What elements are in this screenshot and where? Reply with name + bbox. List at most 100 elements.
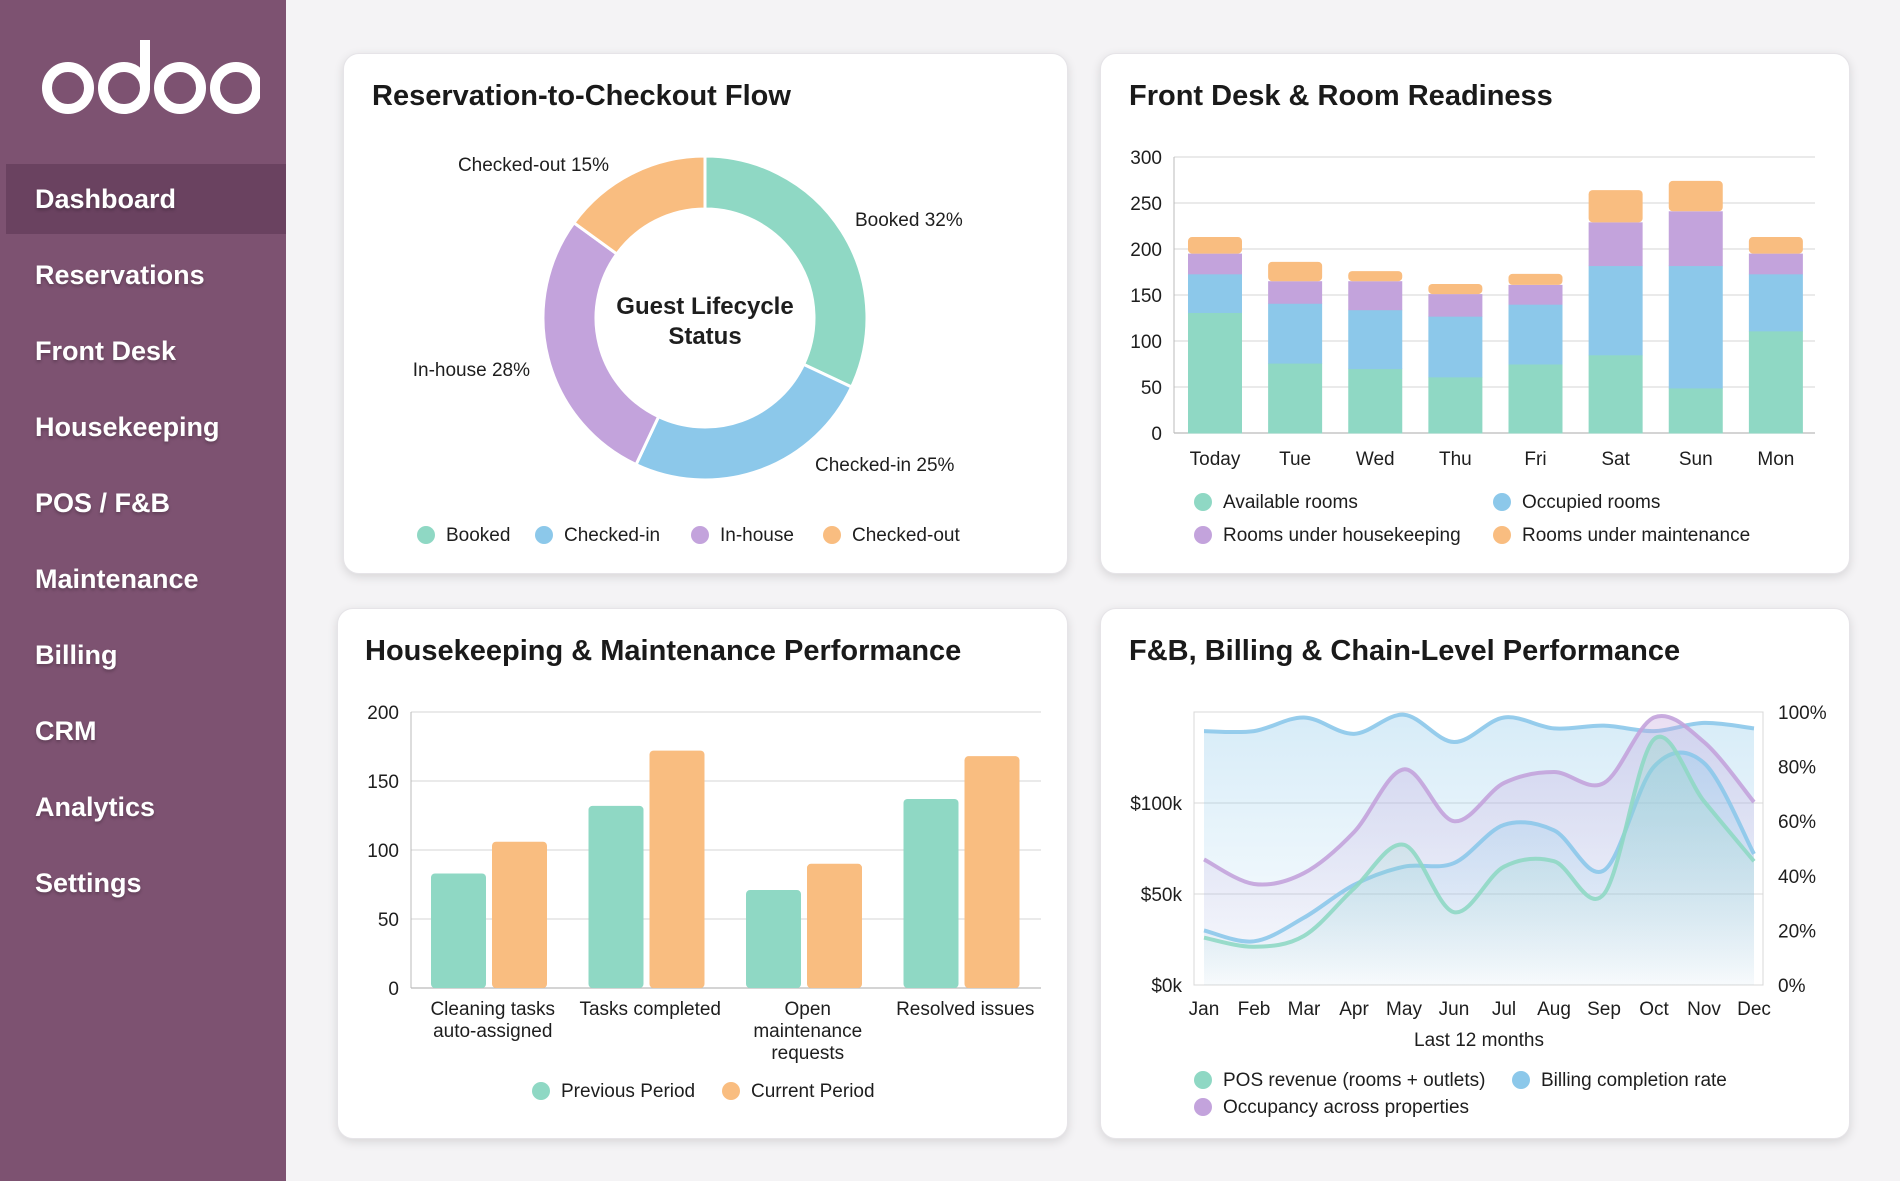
y-tick-label: 50 — [378, 910, 399, 931]
bar-segment-rooms-under-housekeeping — [1428, 294, 1483, 317]
donut-center-label: Guest Lifecycle Status — [616, 293, 793, 350]
y-tick-label: 100 — [367, 841, 399, 862]
bar-segment-rooms-under-maintenance — [1588, 190, 1643, 223]
x-tick-label: Sep — [1587, 999, 1621, 1020]
legend-marker — [532, 1082, 550, 1100]
bar-segment-rooms-under-housekeeping — [1748, 253, 1803, 275]
legend-marker — [1493, 493, 1511, 511]
x-axis-label: Last 12 months — [1414, 1030, 1544, 1051]
slice-label: Checked-out 15% — [458, 155, 609, 176]
bar-previous-period — [588, 805, 644, 988]
bar-current-period — [964, 756, 1020, 988]
bar-segment-available-rooms — [1428, 376, 1483, 434]
x-tick-label: Aug — [1537, 999, 1571, 1020]
sidebar-item-pos-f-b[interactable]: POS / F&B — [35, 487, 171, 518]
housekeeping-card: Housekeeping & Maintenance Performance 0… — [337, 608, 1068, 1139]
bar-previous-period — [746, 890, 801, 988]
legend-label: Occupied rooms — [1522, 492, 1660, 513]
bar-segment-available-rooms — [1588, 354, 1643, 434]
y-right-tick-label: 60% — [1778, 812, 1816, 833]
sidebar-item-dashboard[interactable]: Dashboard — [6, 164, 286, 234]
bar-segment-occupied-rooms — [1268, 303, 1323, 364]
y-tick-label: 150 — [1130, 286, 1162, 307]
x-tick-label: May — [1386, 999, 1422, 1020]
legend-label: Available rooms — [1223, 492, 1358, 513]
donut-slice-booked — [703, 154, 869, 389]
bar-segment-rooms-under-maintenance — [1268, 261, 1323, 282]
legend-marker — [1194, 1098, 1212, 1116]
y-right-tick-label: 40% — [1778, 867, 1816, 888]
legend-label: Booked — [446, 525, 510, 546]
y-tick-label: 300 — [1130, 148, 1162, 169]
bar-segment-available-rooms — [1188, 312, 1242, 434]
bar-segment-occupied-rooms — [1348, 309, 1403, 370]
bar-current-period — [649, 750, 705, 988]
legend-marker — [691, 526, 709, 544]
bar-segment-occupied-rooms — [1588, 265, 1643, 356]
x-tick-label: Jan — [1189, 999, 1220, 1020]
sidebar-item-front-desk[interactable]: Front Desk — [35, 335, 177, 366]
bar-segment-occupied-rooms — [1428, 316, 1483, 378]
donut-slice-in-house — [541, 220, 661, 467]
series-line-occupancy — [1203, 713, 1756, 887]
bar-segment-rooms-under-housekeeping — [1668, 211, 1723, 267]
bar-previous-period — [903, 798, 959, 988]
bar-segment-occupied-rooms — [1748, 273, 1803, 332]
legend-label: Checked-out — [852, 525, 960, 546]
sidebar-item-analytics[interactable]: Analytics — [35, 791, 156, 822]
y-tick-label: 50 — [1141, 378, 1162, 399]
sidebar-item-maintenance[interactable]: Maintenance — [35, 563, 199, 594]
x-tick-label: Feb — [1238, 999, 1271, 1020]
bar-segment-available-rooms — [1748, 330, 1803, 434]
x-tick-label: Wed — [1356, 449, 1395, 470]
bar-current-period — [492, 841, 547, 988]
x-tick-label: Apr — [1339, 999, 1369, 1020]
bar-previous-period — [431, 873, 486, 988]
sidebar-item-billing[interactable]: Billing — [35, 639, 118, 670]
x-tick-label: Open maintenance requests — [753, 999, 862, 1064]
legend-marker — [1493, 526, 1511, 544]
legend-marker — [1194, 526, 1212, 544]
series-area — [1204, 736, 1754, 985]
bar-segment-available-rooms — [1268, 363, 1323, 434]
legend-marker — [535, 526, 553, 544]
card-title: Housekeeping & Maintenance Performance — [365, 635, 962, 667]
card-title: F&B, Billing & Chain-Level Performance — [1129, 635, 1681, 667]
x-tick-label: Jun — [1439, 999, 1470, 1020]
legend-label: Rooms under maintenance — [1522, 525, 1750, 546]
legend-marker — [722, 1082, 740, 1100]
x-tick-label: Cleaning tasks auto-assigned — [430, 999, 555, 1042]
bar-segment-rooms-under-housekeeping — [1188, 253, 1242, 275]
sidebar-item-settings[interactable]: Settings — [35, 867, 142, 898]
odoo-logo[interactable] — [30, 30, 260, 120]
reservation-flow-card: Reservation-to-Checkout Flow Booked 32% C… — [343, 53, 1068, 574]
lifecycle-donut-chart: Booked 32% Checked-in 25% In-house 28% Chec… — [413, 154, 963, 546]
sidebar-item-reservations[interactable]: Reservations — [35, 259, 205, 290]
sidebar-item-housekeeping[interactable]: Housekeeping — [35, 411, 220, 442]
legend-label: Rooms under housekeeping — [1223, 525, 1461, 546]
x-tick-label: Nov — [1687, 999, 1721, 1020]
legend-label: Occupancy across properties — [1223, 1097, 1469, 1118]
y-tick-label: 0 — [1151, 424, 1162, 445]
bar-segment-rooms-under-housekeeping — [1268, 281, 1323, 304]
y-left-tick-label: $50k — [1141, 885, 1183, 906]
bar-segment-rooms-under-housekeeping — [1588, 222, 1643, 267]
y-right-tick-label: 80% — [1778, 758, 1816, 779]
room-readiness-chart: 0 50 100 150 200 250 300 Today Tue Wed Thu Fri Sat Su… — [1130, 148, 1815, 546]
bar-segment-rooms-under-housekeeping — [1348, 281, 1403, 311]
legend-marker — [417, 526, 435, 544]
bar-segment-rooms-under-maintenance — [1428, 283, 1483, 295]
slice-label: Booked 32% — [855, 210, 963, 231]
bar-segment-rooms-under-maintenance — [1508, 273, 1563, 285]
front-desk-card: Front Desk & Room Readiness 0 50 100 150 200… — [1100, 53, 1850, 574]
y-left-tick-label: $100k — [1130, 794, 1182, 815]
x-tick-label: Sat — [1601, 449, 1630, 470]
bar-segment-rooms-under-maintenance — [1748, 237, 1803, 254]
sidebar-item-crm[interactable]: CRM — [35, 715, 97, 746]
bar-segment-rooms-under-maintenance — [1668, 180, 1723, 212]
y-tick-label: 150 — [367, 772, 399, 793]
fnb-billing-card: F&B, Billing & Chain-Level Performance $… — [1100, 608, 1850, 1139]
x-tick-label: Fri — [1524, 449, 1546, 470]
x-tick-label: Resolved issues — [896, 999, 1034, 1020]
bar-segment-rooms-under-maintenance — [1188, 237, 1242, 254]
